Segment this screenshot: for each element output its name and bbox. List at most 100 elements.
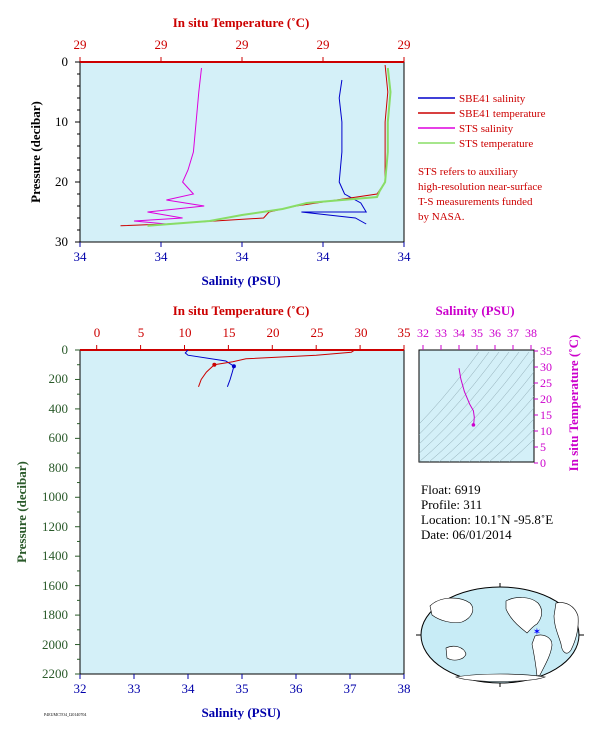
top-panel-pressure-ticks: 0 10 20 30: [55, 54, 68, 249]
top-panel-temp-ticks: 29 29 29 29 29: [74, 37, 411, 52]
continent-australia: [445, 645, 467, 661]
ts-temp-tick: 30: [540, 360, 552, 374]
salinity-marker: [231, 364, 236, 369]
temperature-marker: [212, 362, 217, 367]
continent-south-america: [531, 634, 553, 677]
bottom-panel-salinity-ticks: 32 33 34 35 36 37 38: [74, 681, 411, 696]
bottom-pressure-tick: 2000: [42, 637, 68, 652]
bottom-panel-temp-ticks: 0 5 10 15 20 25 30 35: [94, 325, 411, 340]
bottom-temp-tick: 30: [355, 325, 368, 340]
bottom-pressure-tick: 1400: [42, 548, 68, 563]
density-contour: [478, 407, 534, 462]
series-sts-salinity: [133, 67, 205, 225]
series-salinity: [184, 349, 235, 387]
ts-sal-tick: 37: [507, 326, 519, 340]
ts-panel-salinity-ticks: 32 33 34 35 36 37 38: [417, 326, 537, 340]
top-panel-tick-marks: [75, 57, 405, 247]
top-temp-tick: 29: [155, 37, 168, 52]
top-pressure-tick: 10: [55, 114, 68, 129]
top-temp-tick: 29: [398, 37, 411, 52]
continent-north-america: [505, 597, 542, 634]
bottom-sal-tick: 33: [128, 681, 141, 696]
top-panel-series: [120, 64, 392, 227]
series-sbe41-temperature: [120, 64, 389, 227]
ts-temp-tick: 35: [540, 344, 552, 358]
density-contour: [419, 351, 480, 425]
continent-antarctica: [454, 673, 547, 682]
bottom-pressure-tick: 600: [49, 430, 69, 445]
ts-temp-tick: 20: [540, 392, 552, 406]
ts-sal-tick: 34: [453, 326, 465, 340]
sts-note-line: high-resolution near-surface: [418, 181, 542, 193]
density-contour: [419, 351, 490, 435]
ts-marker: [471, 423, 476, 427]
density-contour: [458, 383, 534, 462]
legend: SBE41 salinity SBE41 temperature STS sal…: [418, 93, 546, 150]
top-panel-pressure-axis-title: Pressure (decibar): [28, 101, 43, 203]
bottom-pressure-tick: 800: [49, 460, 69, 475]
density-contour: [419, 351, 510, 454]
legend-label-sbe41-salinity: SBE41 salinity: [459, 93, 526, 105]
density-contour: [428, 351, 530, 462]
density-contour: [488, 418, 534, 462]
top-panel-temp-axis-title: In situ Temperature (˚C): [173, 15, 310, 30]
ts-sal-tick: 35: [471, 326, 483, 340]
ts-temp-tick: 0: [540, 456, 546, 470]
ts-panel-salinity-axis-title: Salinity (PSU): [435, 303, 514, 318]
series-ts-curve: [458, 368, 475, 425]
series-temperature: [198, 349, 356, 387]
bottom-pressure-tick: 2200: [42, 666, 68, 681]
series-sbe41-salinity: [301, 79, 368, 225]
world-map: ✶: [416, 583, 584, 687]
sts-note: STS refers to auxiliary high-resolution …: [418, 166, 542, 223]
top-sal-tick: 34: [398, 249, 412, 264]
location: Location: 10.1˚N -95.8˚E: [421, 512, 553, 527]
ts-sal-tick: 32: [417, 326, 429, 340]
ts-temp-tick: 15: [540, 408, 552, 422]
bottom-panel-temp-axis-title: In situ Temperature (˚C): [173, 303, 310, 318]
bottom-pressure-tick: 0: [62, 342, 69, 357]
density-contour: [419, 351, 520, 462]
bottom-sal-tick: 37: [344, 681, 358, 696]
bottom-pressure-tick: 400: [49, 401, 69, 416]
continent-africa-europe: [553, 602, 579, 654]
bottom-sal-tick: 38: [398, 681, 411, 696]
bottom-temp-tick: 35: [398, 325, 411, 340]
ts-temp-tick: 5: [540, 440, 546, 454]
density-contour: [438, 358, 534, 462]
bottom-panel-pressure-ticks: 0 200 400 600 800 1000 1200 1400 1600 18…: [42, 342, 68, 681]
top-pressure-tick: 0: [62, 54, 69, 69]
ts-panel-series: [458, 368, 476, 427]
top-sal-tick: 34: [236, 249, 250, 264]
date: Date: 06/01/2014: [421, 527, 512, 542]
top-sal-tick: 34: [317, 249, 331, 264]
ts-sal-tick: 38: [525, 326, 537, 340]
bottom-panel-tick-marks: [75, 345, 405, 679]
legend-label-sts-salinity: STS salinity: [459, 123, 514, 135]
bottom-pressure-tick: 1800: [42, 607, 68, 622]
density-contour: [468, 395, 534, 462]
density-contour: [448, 371, 534, 462]
series-sts-temperature: [147, 67, 392, 227]
ts-panel-temp-axis-title: In situ Temperature (˚C): [566, 335, 581, 472]
legend-label-sbe41-temperature: SBE41 temperature: [459, 108, 546, 120]
bottom-pressure-tick: 1000: [42, 489, 68, 504]
float-info: Float: 6919 Profile: 311 Location: 10.1˚…: [421, 482, 553, 542]
ts-temp-tick: 10: [540, 424, 552, 438]
ts-plot-area: [418, 349, 535, 463]
bottom-pressure-tick: 1200: [42, 519, 68, 534]
top-panel-salinity-axis-title: Salinity (PSU): [201, 273, 280, 288]
bottom-temp-tick: 0: [94, 325, 101, 340]
float-location-marker: ✶: [533, 627, 541, 638]
ts-density-contours: [419, 351, 534, 462]
bottom-temp-tick: 5: [138, 325, 145, 340]
top-sal-tick: 34: [74, 249, 88, 264]
top-panel-salinity-ticks: 34 34 34 34 34: [74, 249, 412, 264]
bottom-panel-pressure-axis-title: Pressure (decibar): [14, 461, 29, 563]
bottom-temp-tick: 20: [267, 325, 280, 340]
density-contour: [498, 429, 534, 462]
continent-asia: [429, 597, 474, 623]
ts-panel-temp-ticks: 35 30 25 20 15 10 5 0: [540, 344, 552, 470]
bottom-sal-tick: 32: [74, 681, 87, 696]
